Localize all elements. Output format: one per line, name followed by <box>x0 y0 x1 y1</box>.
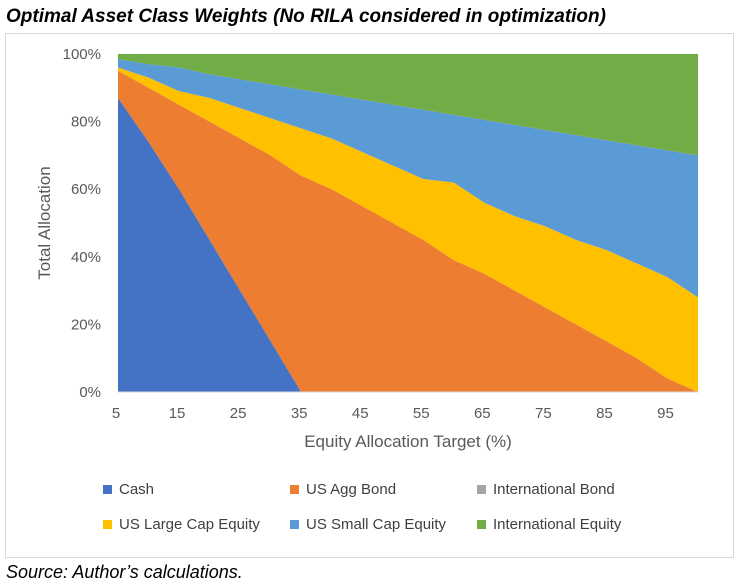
y-tick-label: 80% <box>71 114 101 131</box>
area-international-equity <box>118 54 698 156</box>
x-tick-label: 5 <box>112 405 120 422</box>
x-tick-label: 15 <box>169 405 186 422</box>
y-tick-label: 0% <box>79 384 101 401</box>
legend-item: Cash <box>103 481 154 498</box>
legend-label: US Large Cap Equity <box>119 516 260 533</box>
y-tick-label: 60% <box>71 181 101 198</box>
legend-item: International Equity <box>477 516 621 533</box>
legend-swatch <box>103 520 112 529</box>
x-tick-label: 45 <box>352 405 369 422</box>
x-tick-label: 75 <box>535 405 552 422</box>
y-tick-label: 20% <box>71 316 101 333</box>
legend-swatch <box>477 485 486 494</box>
x-tick-label: 65 <box>474 405 491 422</box>
x-tick-label: 85 <box>596 405 613 422</box>
legend-item: US Large Cap Equity <box>103 516 260 533</box>
x-tick-label: 25 <box>230 405 247 422</box>
chart-frame <box>5 33 734 558</box>
area-us-agg-bond <box>118 70 698 393</box>
legend-label: Cash <box>119 481 155 498</box>
y-axis-title: Total Allocation <box>35 166 54 279</box>
legend-item: US Small Cap Equity <box>290 516 446 533</box>
legend-swatch <box>290 520 299 529</box>
source-note: Source: Author’s calculations. <box>6 562 243 582</box>
legend-label: US Small Cap Equity <box>306 516 447 533</box>
legend-swatch <box>290 485 299 494</box>
x-axis-title: Equity Allocation Target (%) <box>304 432 512 451</box>
y-tick-label: 100% <box>63 46 101 63</box>
legend-label: US Agg Bond <box>306 481 397 498</box>
legend-label: International Bond <box>493 481 615 498</box>
legend-label: International Equity <box>493 516 622 533</box>
x-tick-label: 55 <box>413 405 430 422</box>
legend-swatch <box>103 485 112 494</box>
legend-item: US Agg Bond <box>290 481 396 498</box>
x-tick-label: 35 <box>291 405 308 422</box>
area-cash <box>118 97 698 392</box>
legend-swatch <box>477 520 486 529</box>
chart-title: Optimal Asset Class Weights (No RILA con… <box>6 6 606 27</box>
area-us-small-cap-equity <box>118 59 698 298</box>
x-tick-label: 95 <box>657 405 674 422</box>
y-tick-label: 40% <box>71 249 101 266</box>
area-us-large-cap-equity <box>118 67 698 393</box>
legend-item: International Bond <box>477 481 615 498</box>
